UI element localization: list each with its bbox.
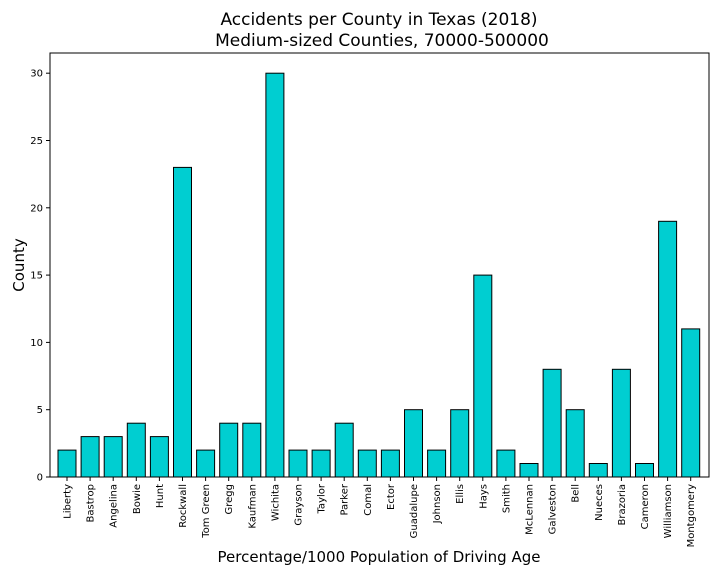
y-axis-ticks: 0 5 10 15 20 25 30 bbox=[30, 69, 50, 484]
bar bbox=[265, 72, 285, 478]
bar bbox=[126, 422, 146, 478]
x-tick-label: Montgomery bbox=[686, 484, 697, 547]
x-tick-label: Bowie bbox=[132, 484, 143, 514]
x-tick-label: Johnson bbox=[432, 484, 443, 524]
x-tick-label: Angelina bbox=[109, 484, 120, 528]
y-axis-label: County bbox=[10, 238, 28, 292]
x-tick-label: Kaufman bbox=[247, 484, 258, 529]
bar bbox=[80, 436, 100, 478]
bars-group bbox=[57, 72, 701, 478]
y-tick-label: 20 bbox=[30, 203, 43, 214]
bar bbox=[473, 274, 493, 478]
bar bbox=[242, 422, 262, 478]
bar bbox=[57, 449, 77, 478]
x-tick-label: Liberty bbox=[63, 484, 74, 519]
bar bbox=[404, 409, 423, 478]
x-tick-label: Hays bbox=[478, 484, 489, 509]
bar bbox=[173, 166, 192, 478]
x-tick-label: Guadalupe bbox=[409, 484, 420, 538]
chart-subtitle: Medium-sized Counties, 70000-500000 bbox=[215, 31, 549, 51]
bar bbox=[196, 449, 216, 478]
bar bbox=[588, 463, 608, 478]
bar bbox=[681, 328, 701, 478]
bar bbox=[565, 409, 585, 478]
chart-title: Accidents per County in Texas (2018) bbox=[220, 10, 537, 30]
x-tick-label: Bastrop bbox=[86, 484, 97, 522]
bar bbox=[357, 449, 377, 478]
bar bbox=[658, 220, 678, 478]
bar bbox=[450, 409, 470, 478]
bar bbox=[103, 436, 123, 478]
x-tick-label: Brazoria bbox=[617, 484, 628, 525]
bar bbox=[288, 449, 308, 478]
bar bbox=[635, 463, 654, 478]
bar bbox=[311, 449, 331, 478]
bar bbox=[427, 449, 447, 478]
x-tick-label: Smith bbox=[501, 484, 512, 513]
x-tick-label: Cameron bbox=[640, 484, 651, 529]
bar bbox=[519, 463, 539, 478]
x-tick-label: Grayson bbox=[294, 484, 305, 526]
x-tick-label: Hunt bbox=[155, 484, 166, 508]
x-tick-label: Bell bbox=[571, 484, 582, 503]
x-tick-label: Taylor bbox=[317, 483, 328, 514]
y-tick-label: 15 bbox=[30, 271, 43, 282]
x-tick-label: Tom Green bbox=[201, 484, 212, 539]
x-tick-label: McLennan bbox=[525, 484, 536, 535]
y-tick-label: 5 bbox=[37, 405, 43, 416]
y-tick-label: 30 bbox=[30, 69, 43, 80]
bar bbox=[219, 422, 239, 478]
x-tick-label: Wichita bbox=[270, 484, 281, 521]
bar bbox=[611, 368, 631, 478]
x-axis-ticks: Liberty Bastrop Angelina Bowie Hunt Rockwall T… bbox=[63, 477, 697, 547]
plot-area bbox=[49, 52, 710, 478]
x-tick-label: Galveston bbox=[548, 484, 559, 534]
x-tick-label: Comal bbox=[363, 484, 374, 516]
x-tick-label: Ector bbox=[386, 483, 397, 510]
x-tick-label: Nueces bbox=[594, 484, 605, 521]
x-tick-label: Williamson bbox=[663, 484, 674, 538]
x-tick-label: Ellis bbox=[455, 484, 466, 504]
bar bbox=[380, 449, 400, 478]
y-tick-label: 25 bbox=[30, 136, 43, 147]
bar bbox=[542, 368, 562, 478]
bar bbox=[149, 436, 169, 478]
y-tick-label: 10 bbox=[30, 338, 43, 349]
bar bbox=[496, 449, 516, 478]
x-tick-label: Gregg bbox=[224, 484, 235, 515]
x-tick-label: Rockwall bbox=[178, 484, 189, 528]
y-tick-label: 0 bbox=[37, 473, 43, 484]
x-axis-label: Percentage/1000 Population of Driving Ag… bbox=[218, 548, 541, 566]
bar bbox=[334, 422, 354, 478]
x-tick-label: Parker bbox=[340, 483, 351, 515]
